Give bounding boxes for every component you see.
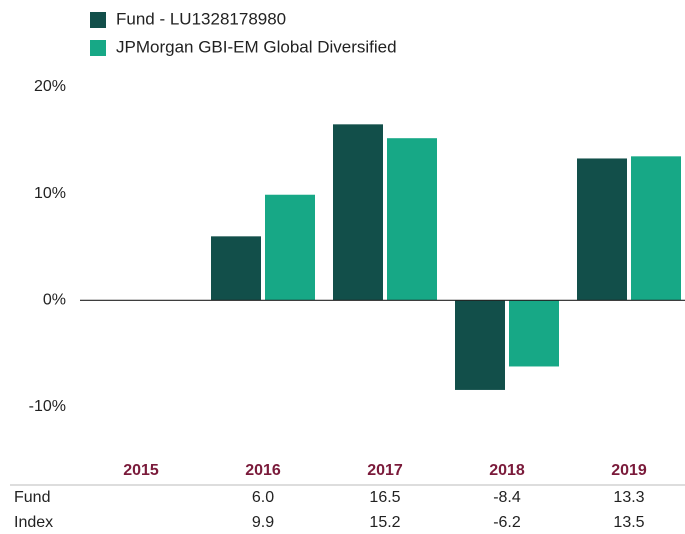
- y-tick-label: 0%: [43, 292, 66, 309]
- table-cell: 9.9: [252, 514, 274, 531]
- bar: [577, 158, 627, 301]
- table-cell: 13.5: [613, 514, 644, 531]
- table-cell: 16.5: [369, 489, 400, 506]
- y-tick-label: -10%: [29, 398, 66, 415]
- x-tick-label: 2016: [245, 462, 281, 479]
- table-cell: 6.0: [252, 489, 274, 506]
- table-cell: -8.4: [493, 489, 521, 506]
- x-tick-label: 2017: [367, 462, 403, 479]
- bar: [631, 156, 681, 301]
- bar: [509, 300, 559, 367]
- bar: [265, 194, 315, 301]
- x-tick-label: 2018: [489, 462, 525, 479]
- bar: [333, 124, 383, 301]
- table-row-label: Index: [14, 514, 53, 531]
- bar: [387, 138, 437, 301]
- legend-swatch: [90, 12, 106, 28]
- table-row-label: Fund: [14, 489, 50, 506]
- y-tick-label: 10%: [34, 185, 66, 202]
- y-tick-label: 20%: [34, 78, 66, 95]
- x-tick-label: 2019: [611, 462, 647, 479]
- legend-label: JPMorgan GBI-EM Global Diversified: [116, 37, 397, 56]
- bar: [211, 236, 261, 301]
- legend-swatch: [90, 40, 106, 56]
- table-cell: -6.2: [493, 514, 521, 531]
- table-cell: 13.3: [613, 489, 644, 506]
- table-cell: 15.2: [369, 514, 400, 531]
- x-tick-label: 2015: [123, 462, 159, 479]
- legend-label: Fund - LU1328178980: [116, 9, 286, 28]
- bar: [455, 300, 505, 390]
